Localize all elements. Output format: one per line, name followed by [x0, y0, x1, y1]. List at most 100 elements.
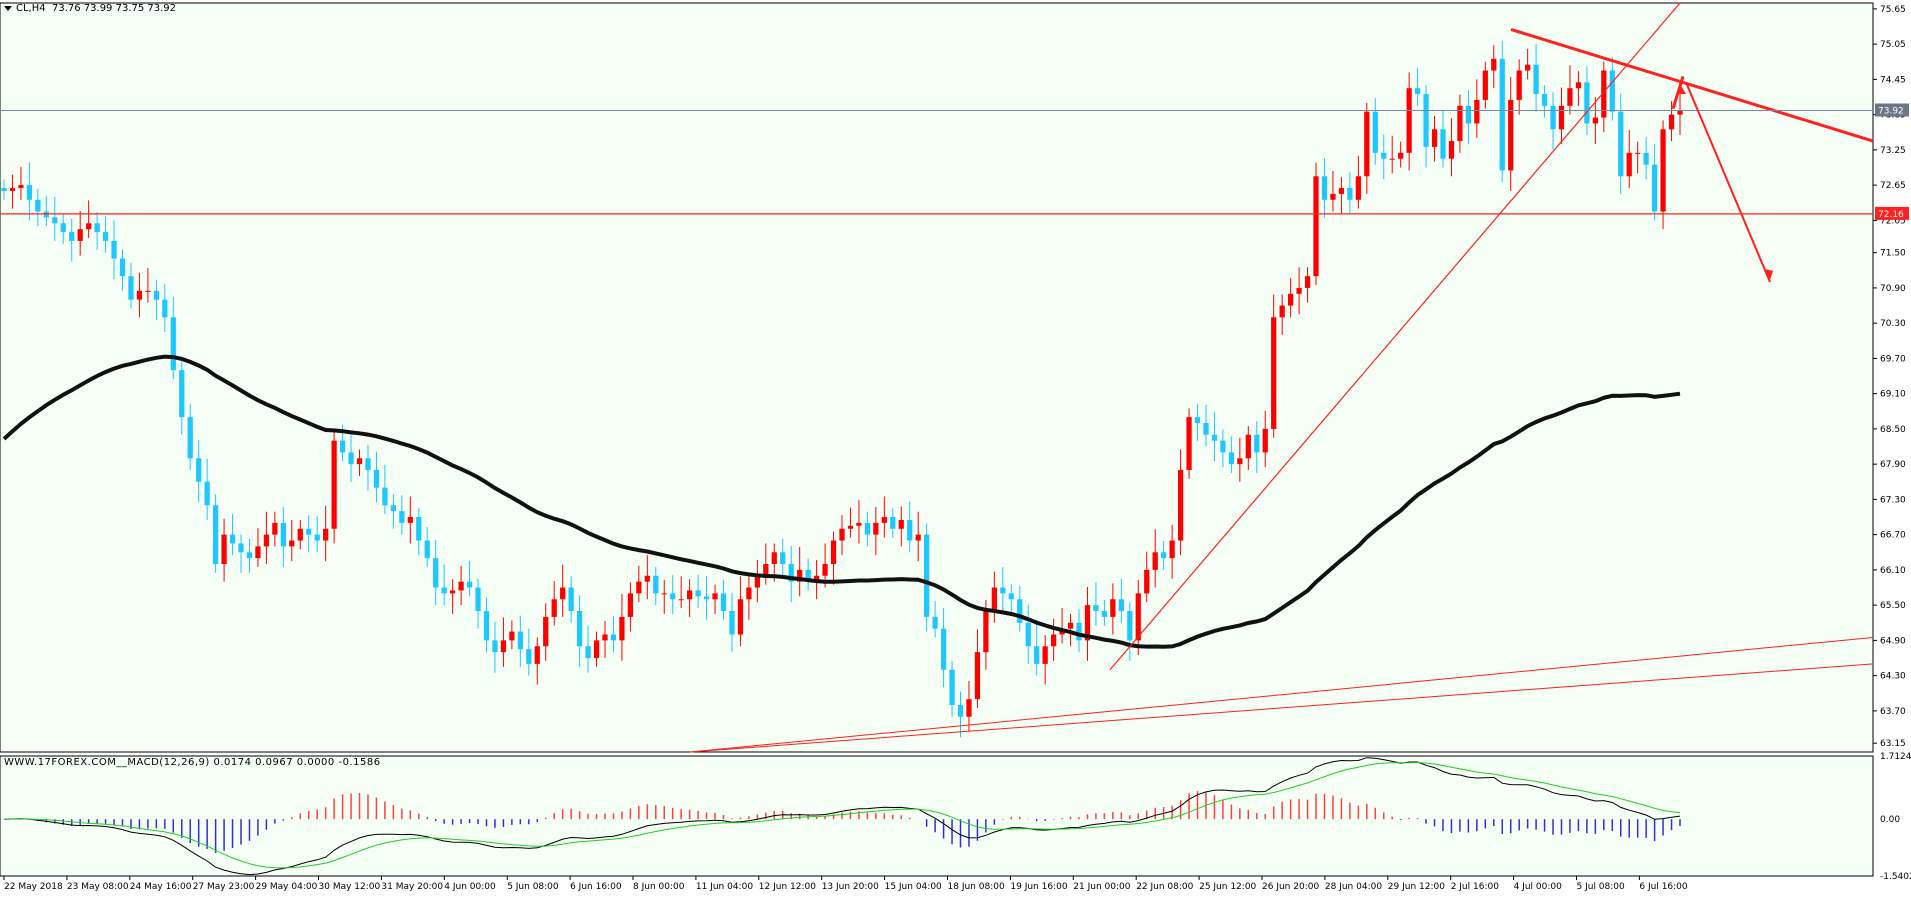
candle-body	[450, 590, 456, 594]
price-tick-label: 72.05	[1880, 216, 1906, 226]
time-tick-label: 19 Jun 16:00	[1010, 882, 1067, 892]
price-tick-label: 64.30	[1880, 672, 1906, 682]
candle-body	[1457, 105, 1463, 142]
candle-body	[720, 593, 727, 612]
support-price-badge-label: 72.16	[1878, 210, 1904, 220]
candle-body	[1161, 552, 1167, 559]
candle-body	[1414, 88, 1421, 95]
candle-body	[390, 505, 396, 512]
candle-body	[1431, 129, 1438, 147]
candle-body	[1127, 611, 1133, 641]
time-tick-label: 12 Jun 12:00	[759, 882, 816, 892]
time-tick-label: 5 Jul 08:00	[1577, 882, 1626, 892]
candle-body	[653, 575, 659, 594]
ascending-trendline[interactable]	[1109, 2, 1681, 671]
candle-body	[543, 616, 549, 647]
candle-body	[636, 581, 642, 594]
candle-body	[314, 534, 320, 541]
candle-body	[255, 546, 261, 559]
candle-body	[331, 440, 337, 529]
candle-body	[1533, 64, 1539, 95]
candle-body	[602, 634, 608, 641]
candle-body	[373, 470, 380, 488]
candle-body	[1635, 152, 1641, 154]
candle-body	[695, 590, 701, 597]
descending-trendline[interactable]	[1510, 28, 1874, 143]
price-tick-label: 63.70	[1880, 707, 1906, 717]
candle-body	[737, 599, 744, 635]
candle-body	[585, 646, 591, 659]
candle-body	[932, 616, 938, 629]
candle-body	[780, 552, 786, 565]
candle-body	[856, 522, 862, 526]
candle-body	[644, 575, 650, 582]
candle-body	[128, 276, 134, 300]
time-tick-label: 25 Jun 12:00	[1199, 882, 1256, 892]
price-tick-label: 65.50	[1880, 601, 1906, 611]
candle-body	[830, 540, 837, 565]
time-tick-label: 28 Jun 04:00	[1325, 882, 1382, 892]
candle-body	[1440, 129, 1446, 159]
candle-body	[813, 575, 820, 582]
candle-body	[1034, 646, 1040, 664]
time-tick-label: 11 Jun 04:00	[696, 882, 753, 892]
time-tick-label: 13 Jun 20:00	[822, 882, 879, 892]
candle-body	[297, 528, 303, 541]
candle-body	[1220, 440, 1226, 453]
candle-body	[593, 640, 600, 659]
candle-body	[1355, 176, 1361, 200]
time-tick-label: 22 May 2018	[4, 882, 63, 892]
candle-body	[1110, 599, 1116, 617]
candle-body	[568, 587, 574, 612]
candle-body	[458, 581, 464, 591]
price-tick-label: 67.90	[1880, 460, 1906, 470]
candle-body	[238, 543, 244, 553]
candle-body	[576, 611, 583, 647]
candle-body	[1093, 605, 1099, 612]
candle-body	[957, 705, 964, 717]
support-price-badge	[1875, 206, 1909, 220]
candle-body	[1296, 287, 1302, 294]
candle-body	[94, 223, 100, 233]
price-tick-label: 71.50	[1880, 249, 1906, 259]
candle-body	[1338, 188, 1345, 194]
candle-body	[424, 540, 430, 559]
candle-body	[483, 611, 490, 641]
candle-body	[797, 569, 803, 582]
candle-body	[1245, 434, 1251, 459]
candle-body	[924, 534, 930, 617]
candle-body	[1389, 158, 1395, 160]
lower-channel-line-2[interactable]	[689, 663, 1874, 753]
macd-tick-label: -1.5402	[1880, 872, 1911, 882]
candle-body	[9, 188, 16, 191]
candle-body	[1575, 82, 1582, 89]
candle-body	[703, 596, 710, 600]
candle-body	[1135, 593, 1141, 641]
candle-body	[339, 440, 346, 453]
candle-body	[1592, 117, 1598, 124]
candle-body	[280, 522, 286, 547]
price-tick-label: 66.10	[1880, 566, 1906, 576]
candle-body	[348, 452, 354, 465]
candle-body	[1279, 305, 1285, 318]
candle-body	[788, 564, 794, 582]
candle-body	[69, 232, 75, 241]
candle-body	[1541, 94, 1548, 106]
dropdown-triangle-icon[interactable]	[4, 5, 12, 11]
candle-body	[1448, 141, 1455, 159]
candle-body	[356, 458, 363, 465]
macd-tick-label: 1.7124	[1880, 752, 1911, 762]
candle-body	[991, 587, 997, 612]
lower-channel-line-1[interactable]	[689, 636, 1874, 753]
candle-body	[1203, 423, 1209, 435]
candle-body	[1626, 152, 1632, 177]
candle-body	[890, 517, 896, 529]
candle-body	[805, 569, 811, 582]
time-tick-label: 26 Jun 20:00	[1262, 882, 1319, 892]
candle-body	[1304, 276, 1311, 288]
candle-body	[1144, 569, 1150, 594]
candle-body	[1000, 587, 1006, 594]
candle-body	[763, 564, 769, 576]
